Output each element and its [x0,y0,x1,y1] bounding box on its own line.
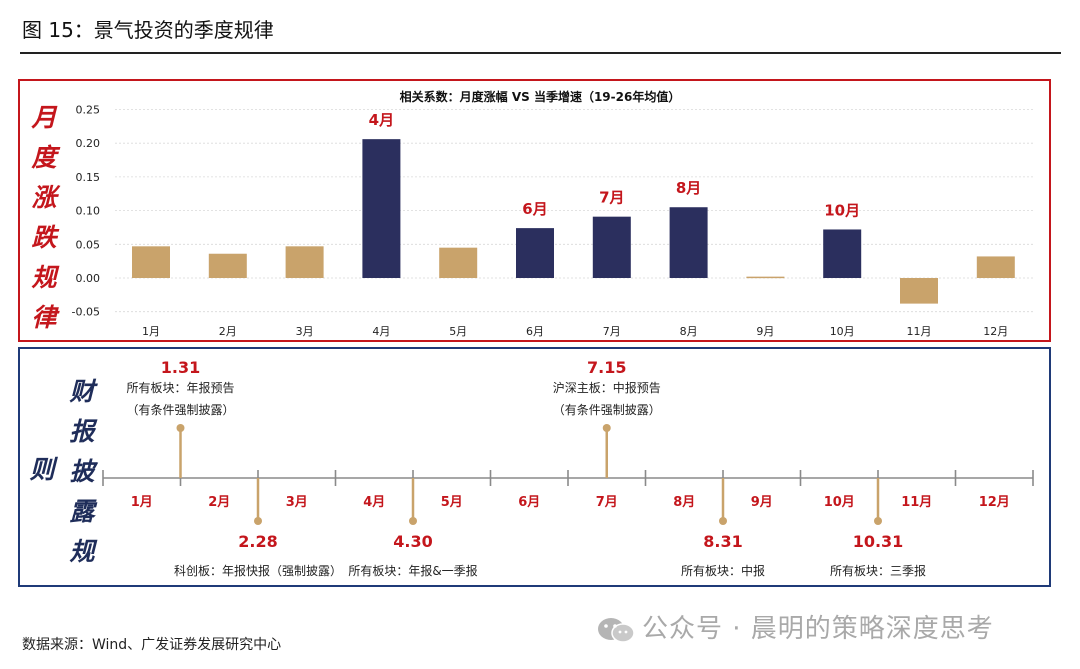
timeline-month-label: 10月 [824,495,855,510]
x-tick-label: 6月 [526,325,544,338]
timeline-month-label: 2月 [208,495,230,510]
timeline-month-label: 3月 [286,495,308,510]
bar-highlight-label: 8月 [676,179,701,197]
bar-3 [285,246,324,278]
side-label-char: 涨 [31,183,57,212]
timeline-month-label: 7月 [596,495,618,510]
x-tick-label: 4月 [372,325,390,338]
event-dot [874,517,882,525]
bar-2 [208,253,247,278]
event-date: 7.15 [587,358,626,377]
watermark: 公众号 · 晨明的策略深度思考 [596,608,994,645]
event-dot [602,424,611,432]
timeline-month-label: 12月 [979,495,1010,510]
chart-title: 相关系数：月度涨幅 VS 当季增速（19-26年均值） [400,89,681,104]
event-dot [176,424,185,432]
event-dot [409,517,417,525]
event-description: 沪深主板：中报预告 [553,380,661,395]
x-tick-label: 11月 [907,325,932,338]
x-tick-label: 3月 [296,325,314,338]
bar-7 [592,216,631,278]
bar-1 [132,246,170,278]
bar-4 [362,139,401,278]
side-label-char: 则 [29,455,55,484]
y-tick-label: 0.05 [76,238,101,251]
y-tick-label: -0.05 [72,306,100,319]
bar-highlight-label: 6月 [522,200,547,218]
event-date: 8.31 [703,532,742,551]
y-tick-label: 0.15 [76,171,101,184]
event-description: 所有板块：年报预告 [126,380,234,395]
side-label-char: 律 [31,303,57,332]
side-label-char: 披 [69,457,95,486]
disclosure-rule-side-label: 财 报 披 露 规 [62,372,102,572]
y-tick-label: 0.20 [76,137,101,150]
event-dot [719,517,727,525]
bar-6 [516,228,554,278]
x-tick-label: 5月 [449,325,467,338]
x-tick-label: 12月 [983,325,1008,338]
x-tick-label: 10月 [830,325,855,338]
event-description: 所有板块：三季报 [830,563,926,578]
event-description: 所有板块：年报&一季报 [348,563,477,578]
event-date: 1.31 [161,358,200,377]
side-label-char: 报 [69,417,95,446]
side-label-char: 财 [69,377,95,406]
wechat-icon [596,616,636,644]
y-tick-label: 0.10 [76,205,101,218]
side-label-char: 月 [31,103,57,132]
x-tick-label: 1月 [142,325,160,338]
event-dot [254,517,262,525]
side-label-char: 跌 [31,223,57,252]
event-description: （有条件强制披露） [553,403,661,417]
timeline-month-label: 5月 [441,495,463,510]
event-description: 所有板块：中报 [681,563,765,578]
side-label-char: 规 [69,537,95,566]
bar-11 [900,278,938,304]
event-date: 2.28 [238,532,277,551]
event-description: （有条件强制披露） [126,403,234,417]
bar-highlight-label: 7月 [599,189,624,207]
data-source-note: 数据来源：Wind、广发证券发展研究中心 [22,637,282,653]
event-description: 科创板：年报快报（强制披露） [174,563,342,578]
side-label-char: 度 [31,143,57,172]
bar-highlight-label: 4月 [369,111,394,129]
monthly-return-panel [18,79,1051,342]
timeline-month-label: 8月 [673,495,695,510]
timeline-month-label: 11月 [901,495,932,510]
timeline-month-label: 1月 [131,495,153,510]
disclosure-rule-side-label-extra: 则 [22,450,62,490]
monthly-pattern-side-label: 月 度 涨 跌 规 律 [24,98,64,338]
side-label-char: 露 [69,497,95,526]
bar-5 [439,247,478,278]
x-tick-label: 2月 [219,325,237,338]
event-date: 4.30 [393,532,432,551]
title-divider [20,52,1061,54]
x-tick-label: 7月 [603,325,621,338]
bar-8 [669,207,708,278]
bar-12 [976,256,1015,278]
timeline-month-label: 9月 [751,495,773,510]
x-tick-label: 8月 [680,325,698,338]
bar-9 [746,276,785,279]
event-date: 10.31 [853,532,904,551]
x-tick-label: 9月 [756,325,774,338]
timeline-month-label: 4月 [363,495,385,510]
figure-title: 图 15：景气投资的季度规律 [22,18,274,42]
side-label-char: 规 [31,263,57,292]
watermark-text: 公众号 · 晨明的策略深度思考 [642,614,994,644]
bar-highlight-label: 10月 [824,201,860,219]
earnings-disclosure-panel [18,347,1051,587]
bar-10 [823,229,862,278]
y-tick-label: 0.00 [76,272,101,285]
y-tick-label: 0.25 [76,104,101,117]
timeline-month-label: 6月 [518,495,540,510]
